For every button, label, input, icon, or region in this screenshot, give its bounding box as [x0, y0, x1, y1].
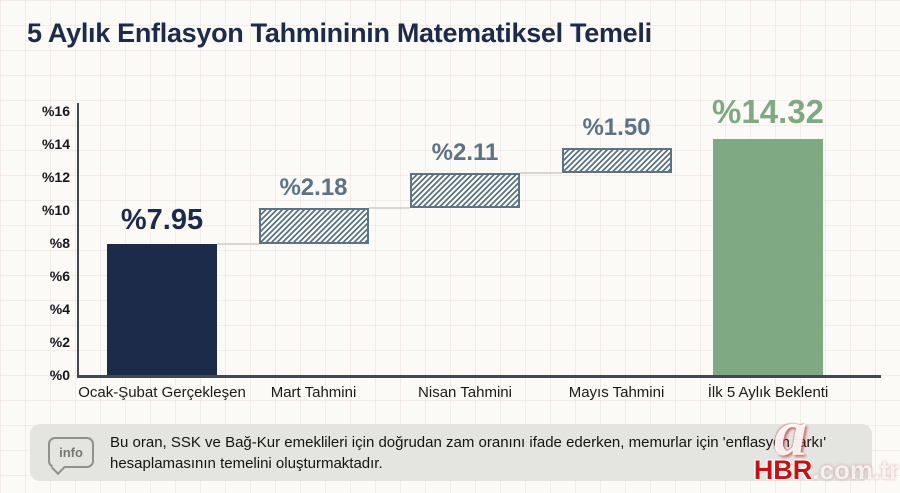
y-tick-label: %2	[49, 334, 70, 350]
category-label: Mart Tahmini	[270, 384, 357, 401]
bar-value-label: %2.11	[431, 139, 499, 167]
y-tick-label: %8	[49, 235, 70, 251]
category-label: İlk 5 Aylık Beklenti	[707, 384, 829, 401]
y-tick-label: %6	[49, 268, 70, 284]
bar-4	[561, 148, 672, 174]
y-tick-label: %14	[41, 136, 70, 152]
waterfall-connector	[368, 206, 410, 209]
info-note-text: Bu oran, SSK ve Bağ-Kur emeklileri için …	[110, 433, 827, 472]
bar-value-label: %14.32	[712, 92, 824, 130]
y-tick-label: %0	[49, 367, 70, 383]
y-tick-label: %4	[49, 301, 70, 317]
category-label: Nisan Tahmini	[418, 384, 512, 401]
x-axis-line	[77, 375, 881, 378]
y-tick-label: %10	[41, 202, 70, 218]
bar-1	[107, 243, 217, 375]
chart-title: 5 Aylık Enflasyon Tahmininin Matematikse…	[27, 18, 652, 48]
y-tick-label: %16	[41, 103, 70, 119]
bar-value-label: %2.18	[279, 173, 348, 201]
info-box: info Bu oran, SSK ve Bağ-Kur emeklileri …	[30, 424, 872, 481]
bar-5	[713, 138, 823, 375]
waterfall-chart: %0 %2 %4 %6 %8 %10 %12 %14 %16 %7.95 %2.18 %2.11 %1…	[41, 92, 881, 401]
bar-3	[410, 173, 520, 208]
waterfall-connector	[520, 172, 562, 175]
bar-2	[258, 207, 369, 244]
waterfall-connector	[217, 242, 259, 245]
bar-value-label: %7.95	[120, 203, 204, 236]
category-label: Mayıs Tahmini	[568, 384, 665, 401]
info-icon-label: info	[59, 445, 83, 460]
category-label: Ocak-Şubat Gerçekleşen	[78, 384, 246, 401]
y-tick-label: %12	[41, 169, 70, 185]
info-speech-bubble-icon: info	[48, 437, 94, 468]
y-axis-line	[77, 103, 79, 377]
bar-value-label: %1.50	[582, 114, 651, 142]
